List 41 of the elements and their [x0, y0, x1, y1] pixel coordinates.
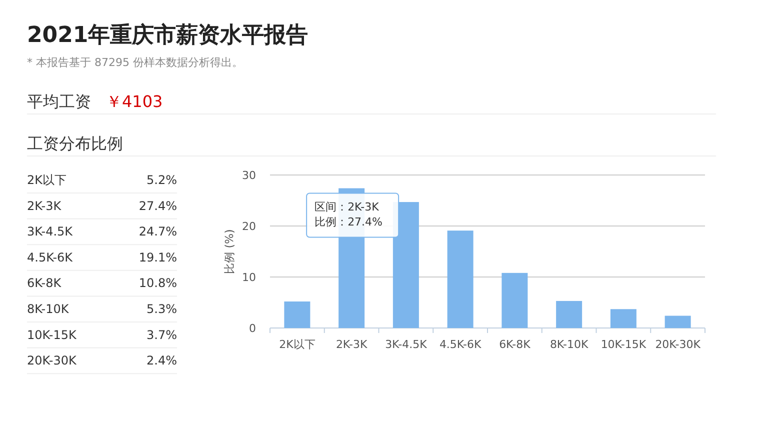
chart-title: 2021年重庆市薪资水平报告 — [27, 22, 308, 48]
text: 2K-3K — [27, 198, 62, 213]
text: 6K-8K — [27, 276, 62, 290]
x-tick-label: 10K-15K — [600, 338, 647, 351]
bar — [556, 300, 582, 328]
y-tick-label: 30 — [242, 169, 256, 182]
bar — [284, 301, 310, 328]
bar — [664, 316, 691, 328]
text: 19.1% — [138, 250, 177, 264]
x-tick-label: 6K-8K — [499, 338, 532, 351]
y-tick-label: 10 — [242, 271, 256, 284]
text: 10.8% — [138, 276, 177, 290]
text: 4.5K-6K — [27, 250, 74, 264]
text: 20K-30K — [27, 354, 78, 368]
text: 8K-10K — [27, 302, 70, 316]
annotation: 区间：2K-3K 比例：27.4% — [314, 200, 383, 228]
x-tick-label: 4.5K-6K — [439, 338, 482, 351]
bar — [447, 230, 474, 328]
text: 2K以下 — [27, 173, 67, 187]
text: 平均工资 — [27, 92, 91, 111]
y-axis-title: 比例 (%) — [223, 229, 236, 274]
text: 24.7% — [138, 224, 177, 239]
x-tick-label: 3K-4.5K — [385, 338, 428, 351]
x-tick-label: 2K-3K — [336, 338, 368, 351]
text: 3.7% — [146, 328, 177, 342]
y-tick-label: 20 — [242, 220, 256, 233]
text: 3K-4.5K — [27, 224, 74, 239]
text: 10K-15K — [27, 328, 78, 342]
text: ￥4103 — [106, 92, 163, 111]
text: 2.4% — [146, 354, 177, 368]
x-tick-label: 20K-30K — [655, 338, 702, 351]
text: 5.2% — [146, 173, 177, 187]
text: 27.4% — [138, 198, 177, 213]
bar — [502, 272, 528, 328]
text: 5.3% — [146, 302, 177, 316]
text: 工资分布比例 — [27, 134, 123, 153]
bar — [610, 309, 636, 328]
text: * 本报告基于 87295 份样本数据分析得出。 — [27, 56, 243, 69]
x-tick-label: 8K-10K — [550, 338, 589, 351]
x-tick-label: 2K以下 — [279, 338, 316, 351]
y-tick-label: 0 — [249, 322, 256, 335]
